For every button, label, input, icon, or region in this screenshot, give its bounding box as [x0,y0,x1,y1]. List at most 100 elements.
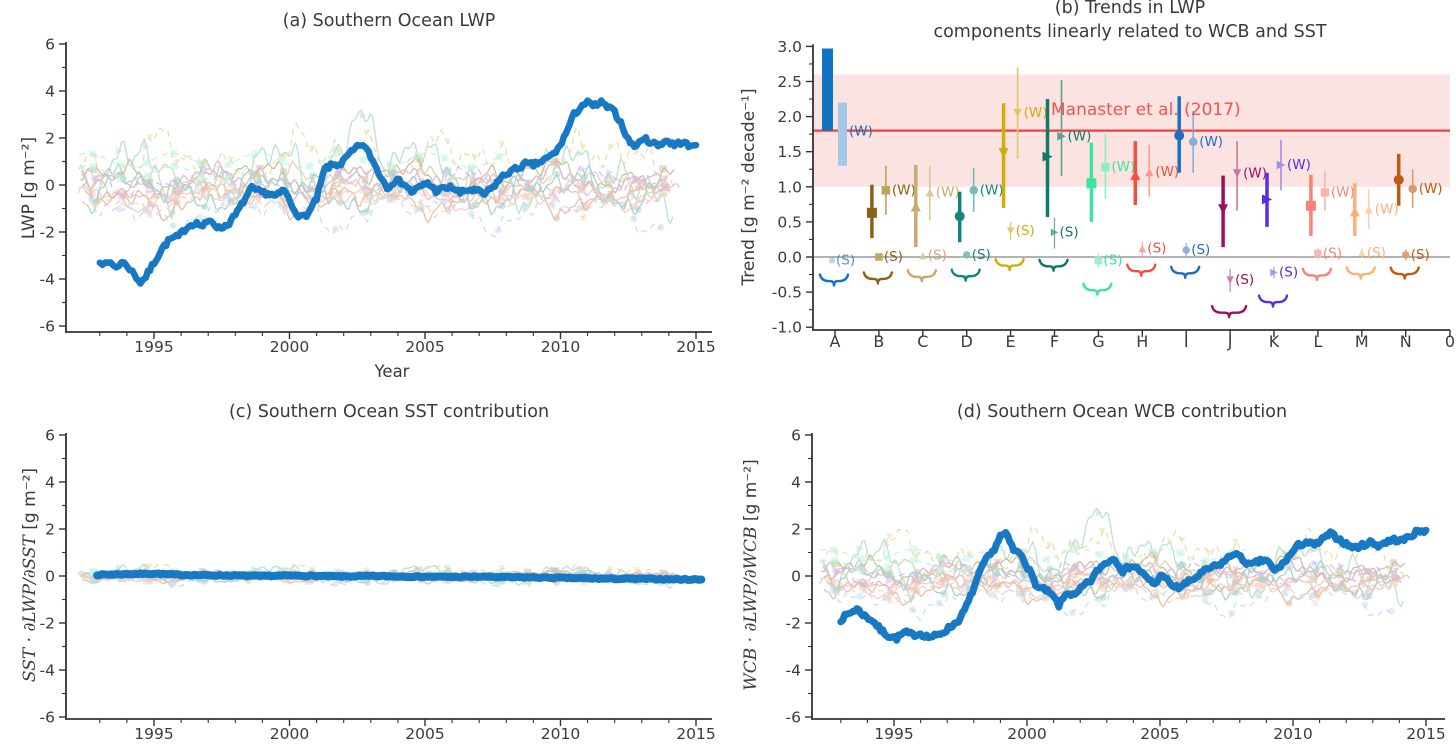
marker-triangle-up [1130,169,1141,180]
marker-square [305,162,313,170]
marker-triangle-up [966,571,974,579]
marker-circle [1393,174,1404,185]
marker-triangle-down [281,153,289,161]
marker-triangle-down [1258,584,1266,592]
marker-circle [173,176,181,184]
marker-triangle-down [362,129,370,137]
marker-circle [309,172,317,180]
marker-circle [92,198,100,206]
marker-square [441,154,449,162]
marker-square [909,586,917,594]
svg-text:(S): (S) [1147,241,1166,257]
panel-b-title-line1: (b) Trends in LWP [1054,0,1206,18]
marker-square [911,577,919,585]
marker-square [1363,568,1371,576]
marker-triangle-right [883,540,891,548]
svg-text:4: 4 [45,474,55,492]
marker-square [936,554,944,562]
marker-square [1314,249,1322,258]
marker-square [937,555,945,563]
marker-triangle-down [92,178,100,186]
marker-circle [657,223,665,231]
marker-square [196,187,204,195]
marker-triangle-up [1364,205,1374,214]
marker-triangle-down [1045,542,1053,550]
svg-text:J: J [1227,332,1233,351]
svg-text:(W): (W) [1024,105,1048,121]
ensemble-line [81,160,671,206]
marker-square [332,568,340,576]
marker-triangle-down [444,564,452,572]
marker-triangle-up [1338,567,1346,575]
marker-triangle-down [254,164,262,172]
range-brace [1389,266,1420,280]
marker-triangle-up [1285,583,1293,591]
svg-text:2: 2 [45,521,55,539]
marker-triangle-right [1255,587,1263,595]
svg-text:(S): (S) [1323,245,1342,261]
marker-triangle-up [889,581,897,589]
marker-circle [173,199,181,207]
marker-triangle-right [579,165,587,173]
ensemble-line [79,165,250,181]
svg-text:0.0: 0.0 [777,249,802,267]
marker-triangle-right [1018,577,1026,585]
svg-text:0: 0 [791,568,801,586]
marker-circle [467,210,475,218]
marker-triangle-down [1258,570,1266,578]
marker-circle [1068,609,1076,617]
marker-triangle-right [1178,563,1186,571]
marker-circle [1182,246,1190,254]
ensemble-line [80,164,672,199]
range-brace [906,269,937,283]
svg-text:H: H [1136,332,1148,351]
svg-text:2000: 2000 [270,725,309,743]
marker-triangle-down [308,145,316,153]
svg-text:6: 6 [45,427,55,445]
marker-circle [336,189,344,197]
marker-circle [913,587,921,595]
marker-triangle-right [939,559,947,567]
marker-triangle-right [576,564,584,572]
marker-triangle-down [1098,527,1106,535]
svg-text:B: B [873,332,884,351]
marker-triangle-down [606,566,614,574]
svg-text:(S): (S) [1103,253,1122,269]
marker-square [829,579,837,587]
marker-circle [580,173,588,181]
marker-square [359,186,367,194]
panel-b-title-line2: components linearly related to WCB and S… [933,22,1327,42]
marker-square [630,203,638,211]
marker-circle [1046,565,1054,573]
range-brace [994,257,1025,272]
marker-triangle-up [281,206,289,214]
marker-triangle-right [468,166,476,174]
marker-circle [363,579,371,587]
marker-circle [386,196,394,204]
svg-text:-2: -2 [40,615,55,633]
marker-triangle-up [1205,586,1213,594]
marker-triangle-right [498,189,506,197]
marker-circle [939,576,947,584]
marker-circle [1312,566,1320,574]
marker-square [116,174,124,182]
marker-triangle-up [200,190,208,198]
marker-triangle-up [1338,584,1346,592]
svg-text:-4: -4 [40,662,55,680]
panel-d-observed-line [837,526,1430,644]
marker-triangle-up [444,205,452,213]
marker-square [882,592,890,600]
marker-circle [1152,592,1160,600]
svg-text:0: 0 [45,177,55,195]
marker-triangle-up [1358,249,1366,257]
marker-triangle-right [143,562,151,570]
range-brace [818,273,850,287]
marker-triangle-down [145,563,153,571]
marker-square [224,161,232,169]
marker-triangle-right [227,170,235,178]
range-brace [1082,282,1113,296]
marker-triangle-right [386,160,394,168]
svg-text:2: 2 [45,130,55,148]
marker-triangle-right [118,192,126,200]
